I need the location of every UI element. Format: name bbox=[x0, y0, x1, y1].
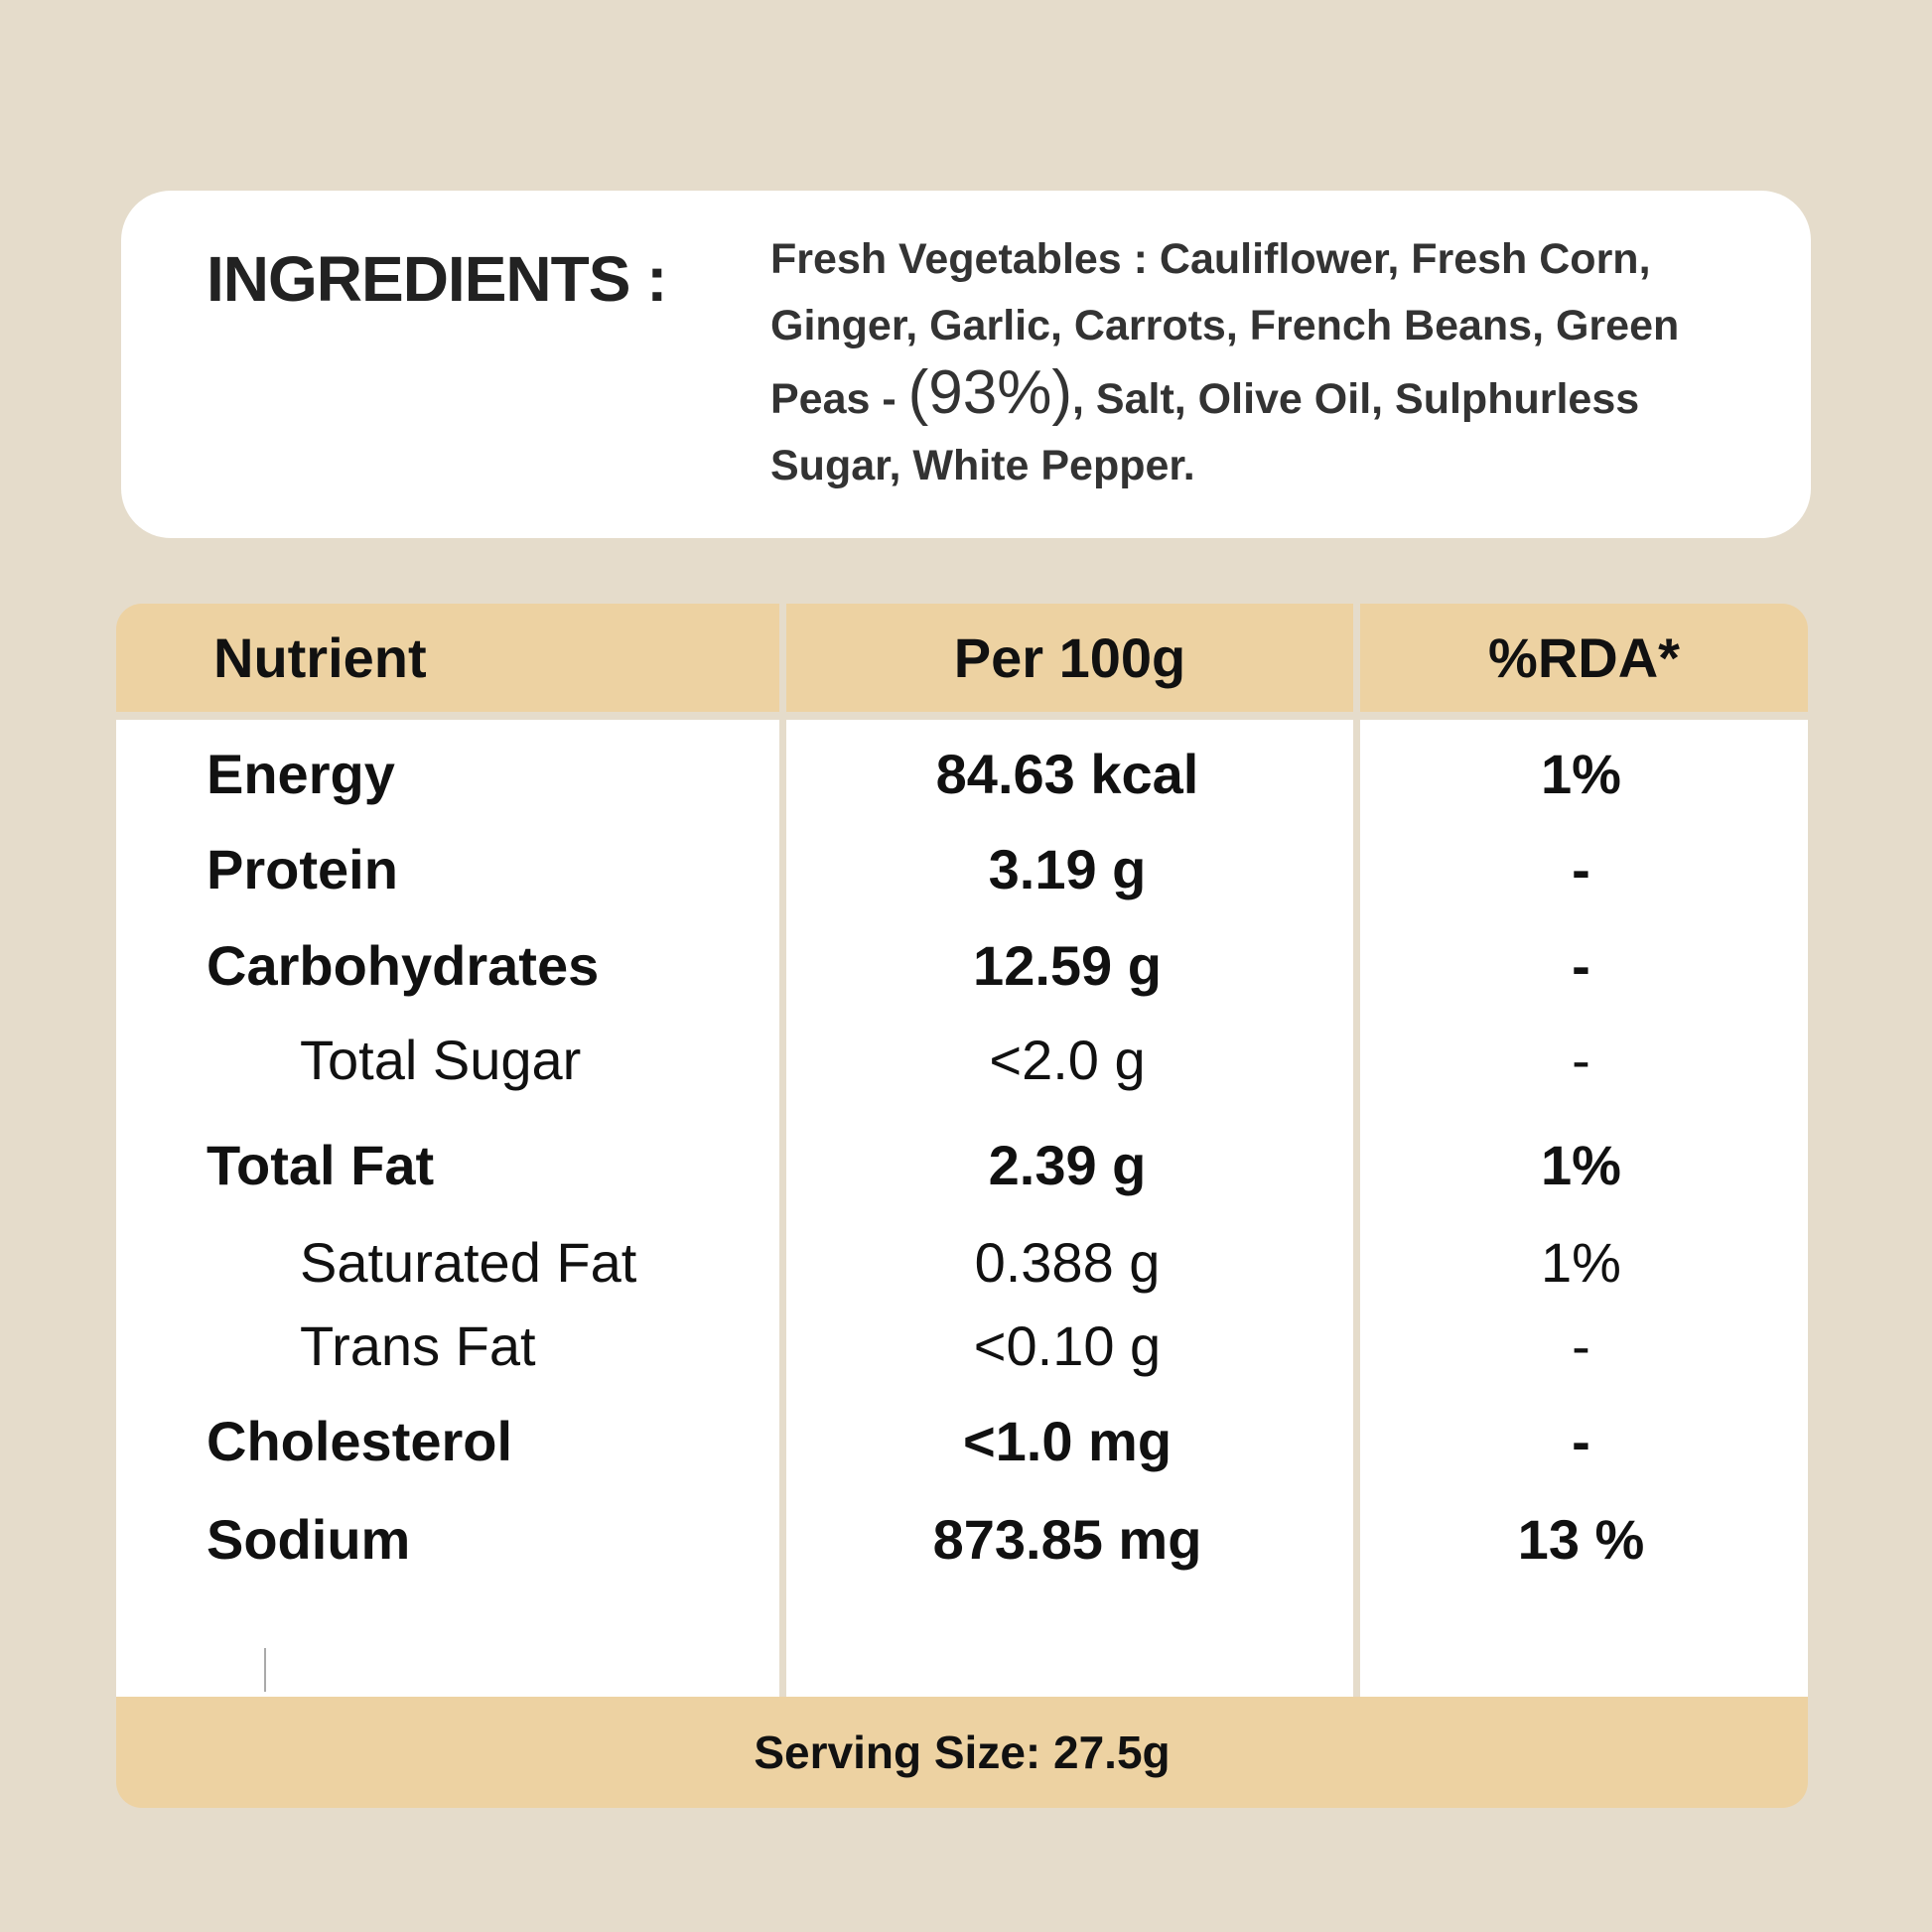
table-row: Carbohydrates 12.59 g - bbox=[116, 926, 1808, 1006]
ingredients-list-part2: , Salt, Olive Oil, Sulphurless Sugar, Wh… bbox=[770, 375, 1640, 489]
nutrient-name: Sodium bbox=[207, 1508, 411, 1571]
nutrient-name: Energy bbox=[207, 743, 395, 805]
table-row: Saturated Fat 0.388 g 1% bbox=[116, 1223, 1808, 1303]
nutrient-name: Total Sugar bbox=[300, 1029, 582, 1091]
nutrient-rda: - bbox=[1572, 838, 1590, 900]
header-rda-label: %RDA* bbox=[1488, 626, 1680, 689]
header-nutrient: Nutrient bbox=[116, 604, 779, 712]
nutrient-rda: 13 % bbox=[1517, 1508, 1645, 1571]
value-column bbox=[786, 720, 1353, 1697]
nutrient-value: 3.19 g bbox=[988, 838, 1147, 900]
table-row: Trans Fat <0.10 g - bbox=[116, 1307, 1808, 1386]
nutrient-value: 0.388 g bbox=[974, 1231, 1161, 1294]
nutrient-value: <2.0 g bbox=[989, 1029, 1146, 1091]
nutrient-rda: - bbox=[1572, 1029, 1590, 1091]
rda-column bbox=[1360, 720, 1808, 1697]
table-row: Energy 84.63 kcal 1% bbox=[116, 735, 1808, 814]
nutrient-value: 2.39 g bbox=[988, 1134, 1147, 1196]
nutrient-name: Total Fat bbox=[207, 1134, 435, 1196]
nutrient-rda: - bbox=[1572, 934, 1590, 997]
nutrient-value: <1.0 mg bbox=[962, 1410, 1173, 1472]
header-nutrient-label: Nutrient bbox=[213, 626, 427, 689]
sub-item-divider bbox=[264, 1648, 266, 1692]
nutrient-rda: 1% bbox=[1541, 743, 1621, 805]
nutrient-rda: - bbox=[1572, 1410, 1590, 1472]
ingredients-text: Fresh Vegetables : Cauliflower, Fresh Co… bbox=[770, 226, 1763, 499]
nutrient-value: 12.59 g bbox=[973, 934, 1162, 997]
nutrient-name: Trans Fat bbox=[300, 1314, 536, 1377]
ingredients-title: INGREDIENTS : bbox=[207, 243, 667, 315]
ingredients-card: INGREDIENTS : Fresh Vegetables : Caulifl… bbox=[121, 191, 1811, 538]
nutrient-name: Carbohydrates bbox=[207, 934, 600, 997]
header-rda: %RDA* bbox=[1360, 604, 1808, 712]
nutrient-value: <0.10 g bbox=[973, 1314, 1162, 1377]
table-row: Total Sugar <2.0 g - bbox=[116, 1021, 1808, 1100]
nutrient-rda: - bbox=[1572, 1314, 1590, 1377]
nutrient-rda: 1% bbox=[1541, 1231, 1621, 1294]
table-row: Sodium 873.85 mg 13 % bbox=[116, 1500, 1808, 1580]
nutrient-name: Cholesterol bbox=[207, 1410, 513, 1472]
nutrition-table: Nutrient Per 100g %RDA* Energy 84.63 kcal… bbox=[116, 604, 1808, 1808]
table-row: Protein 3.19 g - bbox=[116, 830, 1808, 909]
nutrient-rda: 1% bbox=[1541, 1134, 1621, 1196]
ingredients-list-part1: Fresh Vegetables : Cauliflower, Fresh Co… bbox=[770, 235, 1680, 423]
nutrient-name: Protein bbox=[207, 838, 398, 900]
header-per100g-label: Per 100g bbox=[953, 626, 1186, 689]
table-row: Total Fat 2.39 g 1% bbox=[116, 1126, 1808, 1205]
header-per100g: Per 100g bbox=[786, 604, 1353, 712]
vegetables-percent: (93%) bbox=[907, 358, 1073, 427]
nutrient-column bbox=[116, 720, 779, 1697]
table-row: Cholesterol <1.0 mg - bbox=[116, 1402, 1808, 1481]
serving-size: Serving Size: 27.5g bbox=[116, 1697, 1808, 1808]
nutrient-name: Saturated Fat bbox=[300, 1231, 637, 1294]
nutrient-value: 84.63 kcal bbox=[935, 743, 1199, 805]
nutrient-value: 873.85 mg bbox=[932, 1508, 1202, 1571]
